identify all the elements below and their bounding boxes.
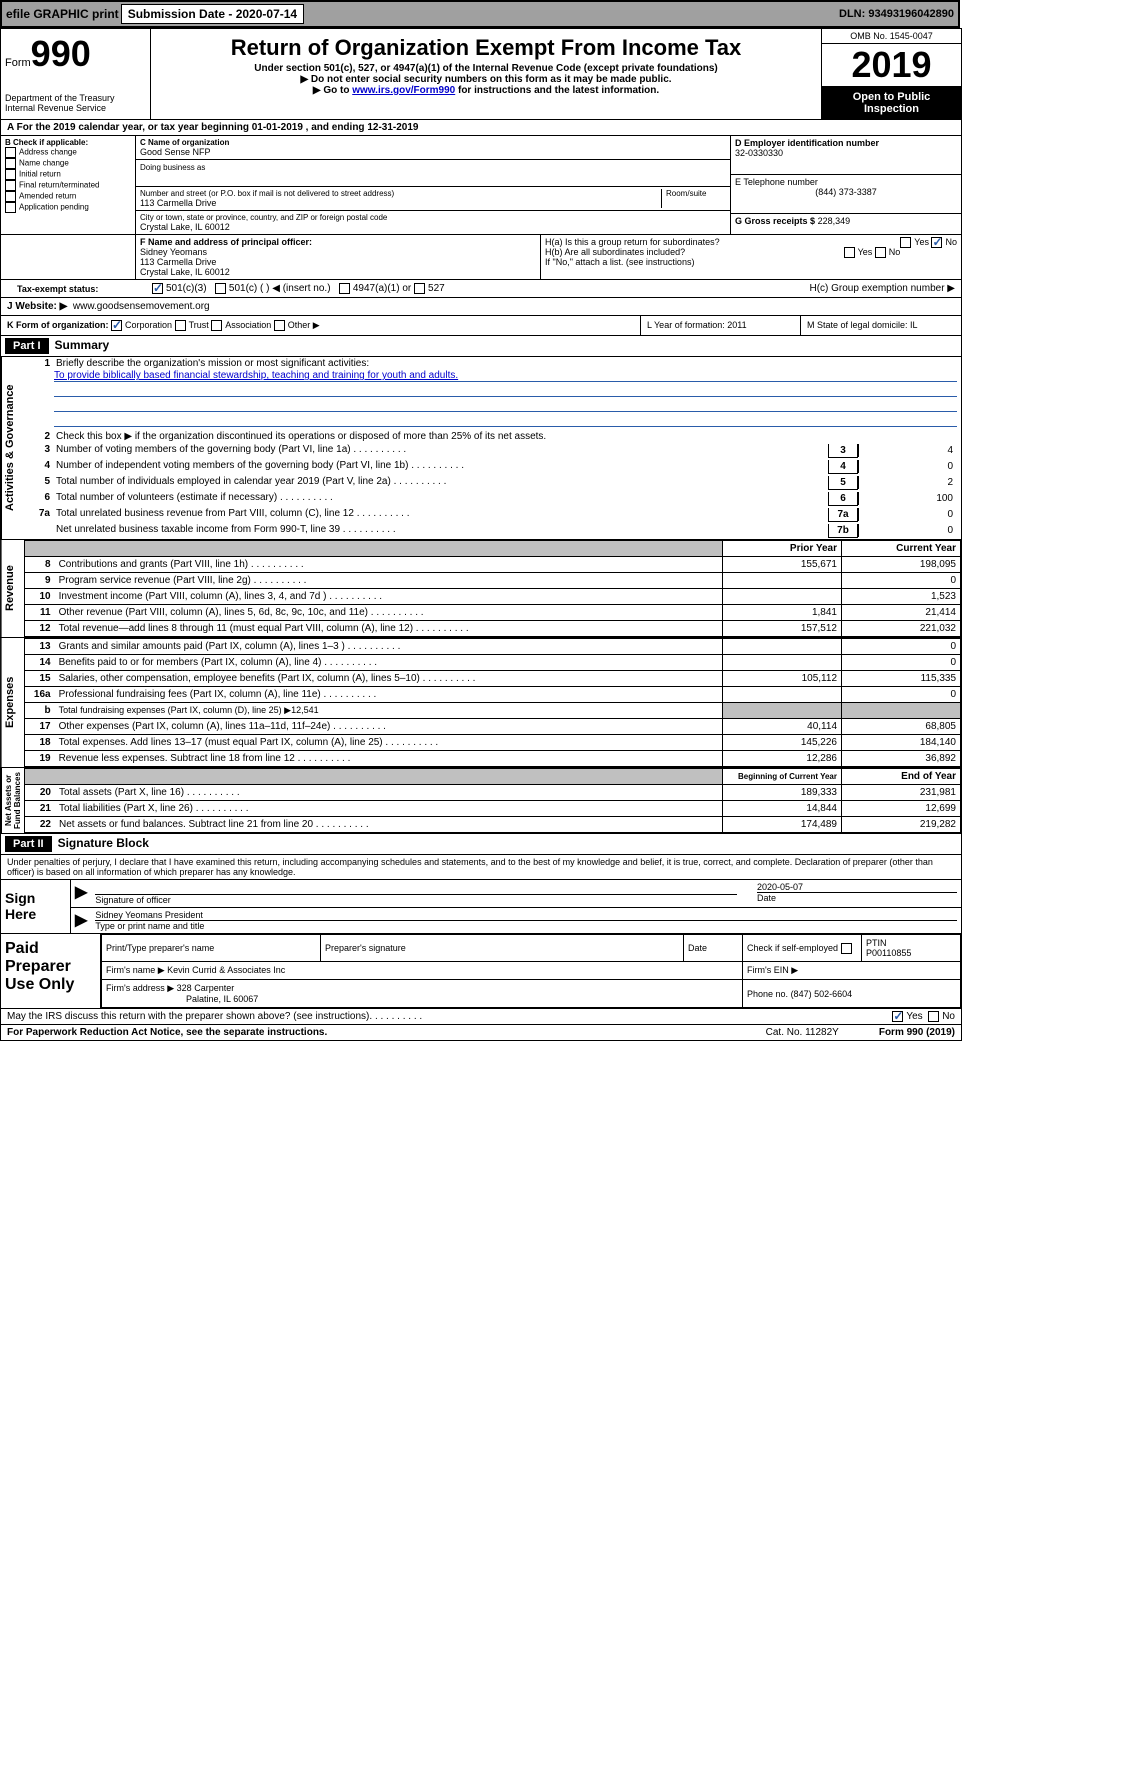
cb-discuss-no[interactable] xyxy=(928,1011,939,1022)
cb-amended-return[interactable]: Amended return xyxy=(5,191,131,202)
omb-number: OMB No. 1545-0047 xyxy=(822,29,961,44)
box-b-title: B Check if applicable: xyxy=(5,138,131,147)
efile-label: efile GRAPHIC print xyxy=(6,7,119,21)
printed-name-label: Type or print name and title xyxy=(95,920,957,931)
box-d-label: D Employer identification number xyxy=(735,138,957,148)
subtitle-2: ▶ Do not enter social security numbers o… xyxy=(155,74,817,85)
year-formation: L Year of formation: 2011 xyxy=(641,316,801,335)
form-title: Return of Organization Exempt From Incom… xyxy=(155,35,817,61)
city-state-zip: Crystal Lake, IL 60012 xyxy=(140,222,726,232)
dln: DLN: 93493196042890 xyxy=(839,8,954,20)
tax-status-row: Tax-exempt status: 501(c)(3) 501(c) ( ) … xyxy=(1,280,961,298)
ptin: P00110855 xyxy=(866,948,956,958)
period-line: A For the 2019 calendar year, or tax yea… xyxy=(1,120,961,136)
cb-name-change[interactable]: Name change xyxy=(5,158,131,169)
cb-final-return[interactable]: Final return/terminated xyxy=(5,180,131,191)
form-header: Form990 Department of the Treasury Inter… xyxy=(1,29,961,120)
instructions-link[interactable]: www.irs.gov/Form990 xyxy=(352,85,455,96)
firm-name: Kevin Currid & Associates Inc xyxy=(167,965,285,975)
cb-501c3[interactable] xyxy=(152,283,163,294)
firm-phone: (847) 502-6604 xyxy=(791,989,853,999)
discuss-row: May the IRS discuss this return with the… xyxy=(1,1009,961,1025)
hb-note: If "No," attach a list. (see instruction… xyxy=(545,257,957,267)
cb-association[interactable] xyxy=(211,320,222,331)
firm-addr: 328 Carpenter xyxy=(177,983,235,993)
officer-city: Crystal Lake, IL 60012 xyxy=(140,267,536,277)
expenses-table: 13Grants and similar amounts paid (Part … xyxy=(24,638,961,767)
form-number: Form990 xyxy=(5,33,146,75)
part1-header: Part ISummary xyxy=(1,336,961,357)
officer-addr: 113 Carmella Drive xyxy=(140,257,536,267)
firm-ein-label: Firm's EIN ▶ xyxy=(743,962,961,980)
dba-label: Doing business as xyxy=(140,163,205,172)
netassets-table: Beginning of Current YearEnd of Year 20T… xyxy=(24,768,961,833)
vlabel-activities: Activities & Governance xyxy=(1,357,24,539)
box-g-label: G Gross receipts $ xyxy=(735,216,815,226)
kform-row: K Form of organization: Corporation Trus… xyxy=(1,316,961,336)
ein: 32-0330330 xyxy=(735,148,957,158)
sign-here-section: Sign Here ▶Signature of officer2020-05-0… xyxy=(1,880,961,934)
vlabel-netassets: Net Assets orFund Balances xyxy=(1,768,24,833)
cb-trust[interactable] xyxy=(175,320,186,331)
website-url: www.goodsensemovement.org xyxy=(73,301,210,312)
section-fh: F Name and address of principal officer:… xyxy=(1,235,961,280)
section-bcdefg: B Check if applicable: Address change Na… xyxy=(1,136,961,235)
state-domicile: M State of legal domicile: IL xyxy=(801,316,961,335)
box-c-name-label: C Name of organization xyxy=(140,138,726,147)
netassets-section: Net Assets orFund Balances Beginning of … xyxy=(1,768,961,834)
officer-name: Sidney Yeomans xyxy=(140,247,536,257)
subtitle-3: ▶ Go to www.irs.gov/Form990 for instruct… xyxy=(155,85,817,96)
org-name: Good Sense NFP xyxy=(140,147,726,157)
top-bar: efile GRAPHIC print Submission Date - 20… xyxy=(0,0,960,28)
street-address: 113 Carmella Drive xyxy=(140,198,661,208)
box-f-label: F Name and address of principal officer: xyxy=(140,237,536,247)
website-row: J Website: ▶ www.goodsensemovement.org xyxy=(1,298,961,316)
revenue-table: Prior YearCurrent Year 8Contributions an… xyxy=(24,540,961,637)
expenses-section: Expenses 13Grants and similar amounts pa… xyxy=(1,638,961,768)
line1-label: Briefly describe the organization's miss… xyxy=(56,358,957,369)
form-outer: Form990 Department of the Treasury Inter… xyxy=(0,28,962,1041)
sig-date: 2020-05-07 xyxy=(757,882,957,892)
cb-other[interactable] xyxy=(274,320,285,331)
bottom-row: For Paperwork Reduction Act Notice, see … xyxy=(1,1025,961,1040)
preparer-table: Print/Type preparer's namePreparer's sig… xyxy=(101,934,961,1008)
ha-line: H(a) Is this a group return for subordin… xyxy=(545,237,957,247)
open-inspection: Open to Public Inspection xyxy=(822,87,961,119)
cb-corporation[interactable] xyxy=(111,320,122,331)
sig-date-label: Date xyxy=(757,892,957,903)
phone: (844) 373-3387 xyxy=(735,187,957,197)
subtitle-1: Under section 501(c), 527, or 4947(a)(1)… xyxy=(155,63,817,74)
cb-address-change[interactable]: Address change xyxy=(5,147,131,158)
penalties-text: Under penalties of perjury, I declare th… xyxy=(1,855,961,880)
cb-initial-return[interactable]: Initial return xyxy=(5,169,131,180)
part2-header: Part IISignature Block xyxy=(1,834,961,855)
firm-city: Palatine, IL 60067 xyxy=(186,994,258,1004)
box-e-label: E Telephone number xyxy=(735,177,957,187)
submission-date: Submission Date - 2020-07-14 xyxy=(121,4,304,24)
gross-receipts: 228,349 xyxy=(818,216,851,226)
cb-501c[interactable] xyxy=(215,283,226,294)
room-suite-label: Room/suite xyxy=(661,189,726,208)
hb-line: H(b) Are all subordinates included? Yes … xyxy=(545,247,957,257)
hc-line: H(c) Group exemption number ▶ xyxy=(809,283,955,294)
i-label: Tax-exempt status: xyxy=(7,284,152,294)
cb-discuss-yes[interactable] xyxy=(892,1011,903,1022)
form-ref: Form 990 (2019) xyxy=(879,1027,955,1038)
activities-governance-section: Activities & Governance 1Briefly describ… xyxy=(1,357,961,540)
sig-officer-label: Signature of officer xyxy=(95,894,737,905)
tax-year: 2019 xyxy=(822,44,961,87)
officer-printed-name: Sidney Yeomans President xyxy=(95,910,957,920)
cb-4947[interactable] xyxy=(339,283,350,294)
revenue-section: Revenue Prior YearCurrent Year 8Contribu… xyxy=(1,540,961,638)
paid-preparer-section: Paid Preparer Use Only Print/Type prepar… xyxy=(1,934,961,1009)
mission-text[interactable]: To provide biblically based financial st… xyxy=(54,370,458,381)
vlabel-expenses: Expenses xyxy=(1,638,24,767)
line2-label: Check this box ▶ if the organization dis… xyxy=(56,431,957,442)
addr-label: Number and street (or P.O. box if mail i… xyxy=(140,189,661,198)
cb-527[interactable] xyxy=(414,283,425,294)
city-label: City or town, state or province, country… xyxy=(140,213,726,222)
vlabel-revenue: Revenue xyxy=(1,540,24,637)
cb-application-pending[interactable]: Application pending xyxy=(5,202,131,213)
dept-label: Department of the Treasury Internal Reve… xyxy=(5,93,146,113)
